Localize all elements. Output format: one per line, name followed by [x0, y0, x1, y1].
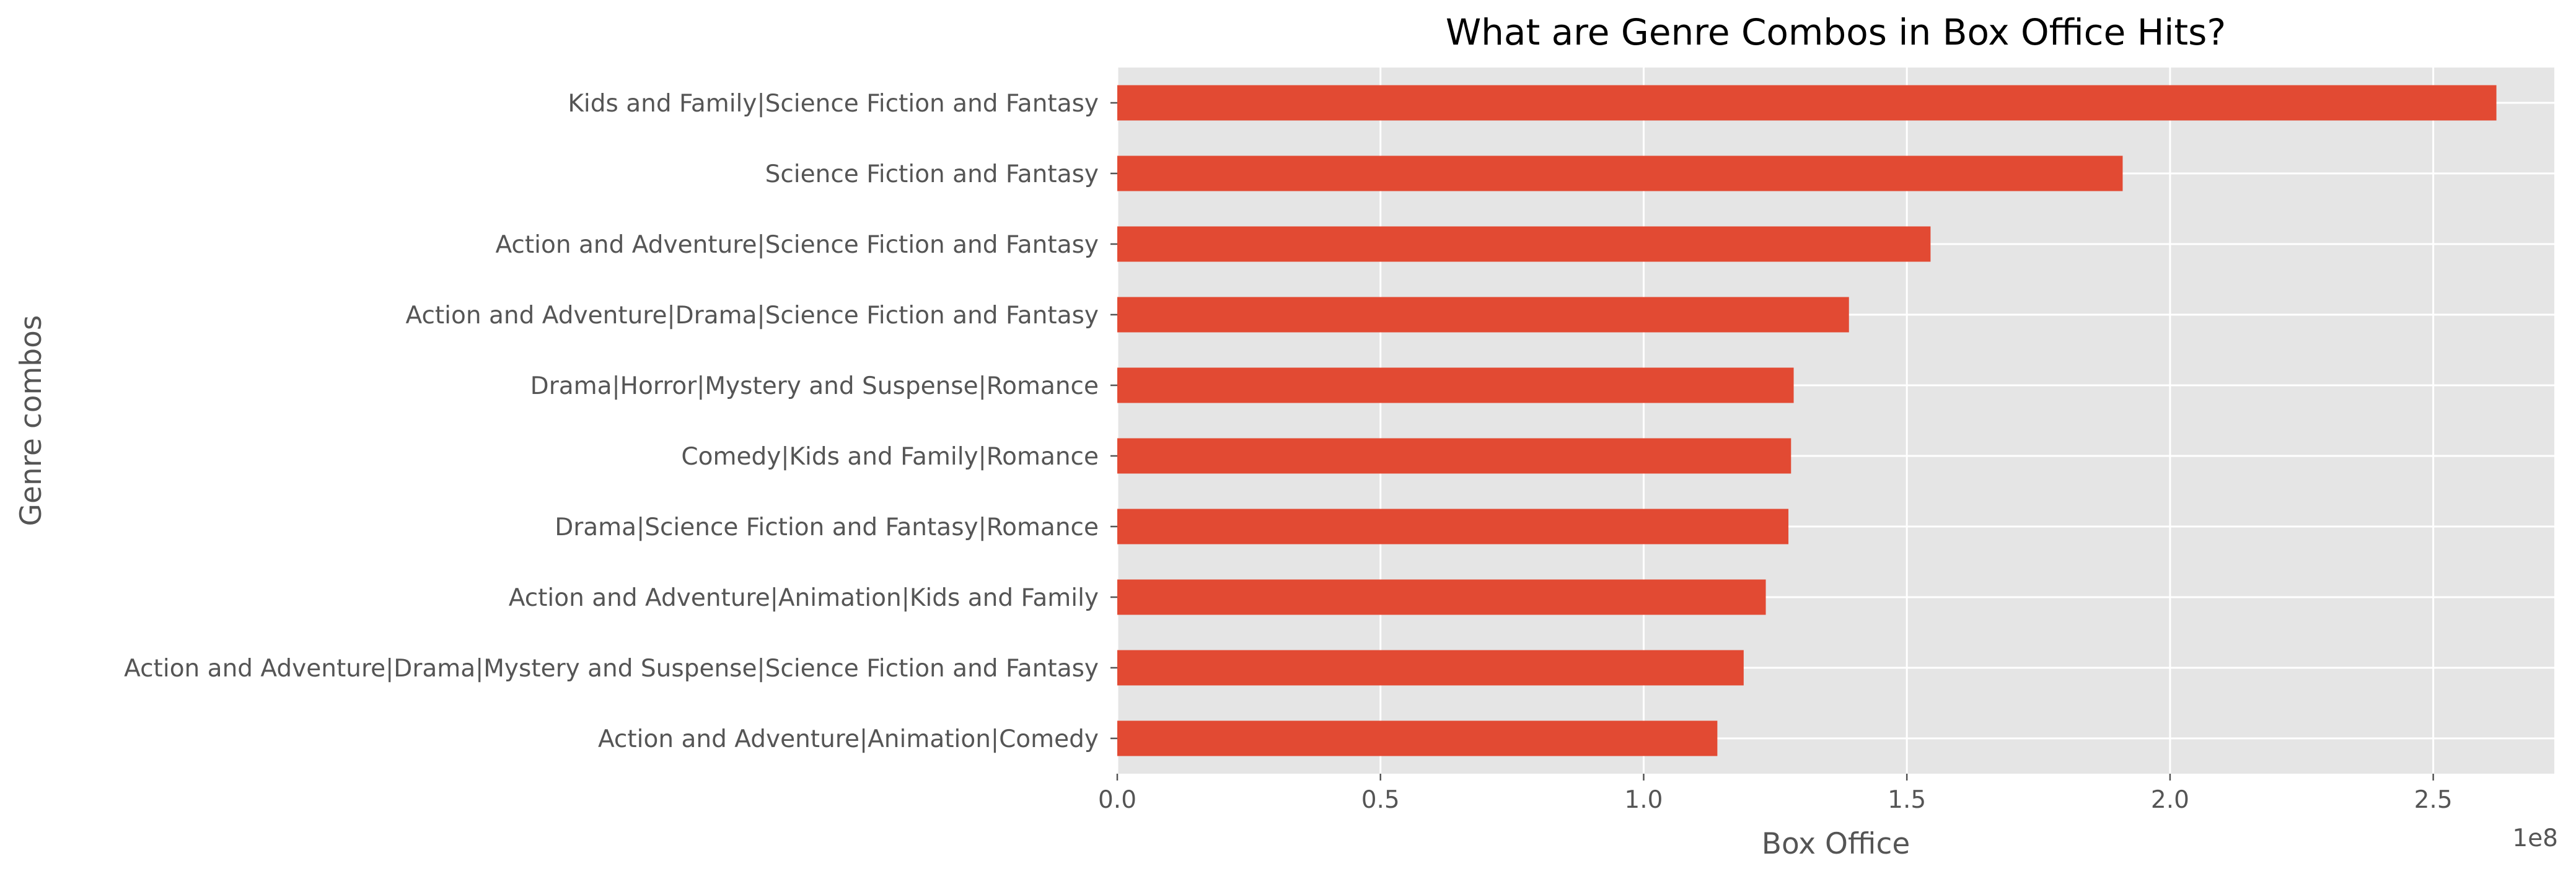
bar [1117, 85, 2497, 121]
bar [1117, 226, 1931, 262]
bar [1117, 155, 2123, 191]
x-tick-label: 2.0 [2151, 786, 2189, 814]
y-tick-label: Kids and Family|Science Fiction and Fant… [568, 90, 1099, 118]
x-tick-labels: 0.0 0.5 1.0 1.5 2.0 2.5 [1098, 774, 2453, 814]
x-tick-label: 1.0 [1624, 786, 1663, 814]
y-tick-label: Comedy|Kids and Family|Romance [681, 443, 1099, 471]
bar [1117, 297, 1849, 333]
y-tick-label: Action and Adventure|Drama|Mystery and S… [124, 655, 1099, 683]
y-tick-label: Action and Adventure|Animation|Kids and … [509, 584, 1099, 612]
x-tick-label: 1.5 [1888, 786, 1926, 814]
y-tick-label: Science Fiction and Fantasy [765, 160, 1099, 188]
y-tick-label: Action and Adventure|Drama|Science Ficti… [405, 302, 1099, 330]
bar [1117, 438, 1791, 474]
y-tick-labels: Kids and Family|Science Fiction and Fant… [124, 90, 1117, 753]
y-axis-title: Genre combos [14, 315, 48, 527]
x-axis-title: Box Office [1762, 827, 1910, 861]
y-tick-label: Action and Adventure|Science Fiction and… [495, 231, 1099, 259]
bar [1117, 579, 1766, 615]
y-tick-label: Action and Adventure|Animation|Comedy [598, 725, 1099, 753]
x-tick-label: 2.5 [2414, 786, 2453, 814]
bar [1117, 720, 1718, 756]
bar [1117, 367, 1794, 403]
bar [1117, 509, 1789, 544]
bar [1117, 650, 1744, 686]
x-tick-label: 0.0 [1098, 786, 1136, 814]
y-tick-label: Drama|Science Fiction and Fantasy|Romanc… [555, 514, 1099, 541]
bars [1117, 85, 2497, 756]
chart-title: What are Genre Combos in Box Office Hits… [1446, 11, 2226, 53]
x-tick-label: 0.5 [1361, 786, 1400, 814]
y-tick-label: Drama|Horror|Mystery and Suspense|Romanc… [530, 372, 1099, 400]
x-axis-offset-text: 1e8 [2512, 824, 2558, 852]
